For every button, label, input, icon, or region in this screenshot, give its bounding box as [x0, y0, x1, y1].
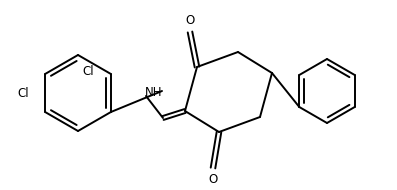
Text: Cl: Cl [17, 87, 29, 100]
Text: NH: NH [145, 86, 163, 100]
Text: Cl: Cl [82, 65, 94, 78]
Text: O: O [208, 173, 218, 186]
Text: O: O [185, 14, 195, 27]
